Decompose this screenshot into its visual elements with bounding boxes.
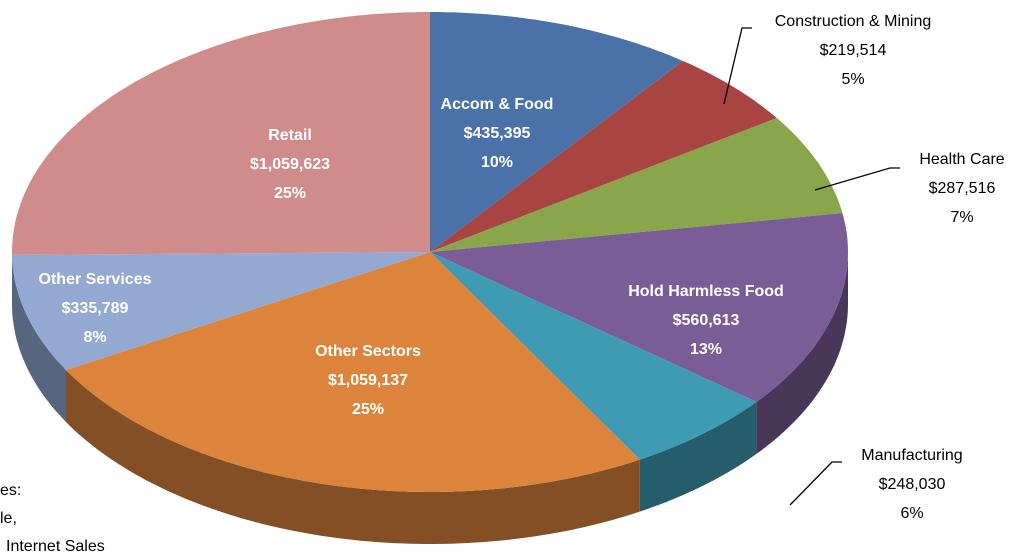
percent-label: 25% xyxy=(352,401,384,418)
value-label: $335,789 xyxy=(62,300,129,317)
value-label: $287,516 xyxy=(929,180,996,197)
percent-label: 25% xyxy=(274,185,306,202)
slice xyxy=(430,118,843,252)
value-label: $1,059,137 xyxy=(328,372,408,389)
slice xyxy=(66,252,640,492)
leader-line xyxy=(723,27,752,105)
percent-label: 5% xyxy=(841,71,864,88)
slice xyxy=(430,252,757,460)
category-label: Other Services xyxy=(39,271,152,288)
category-label: Health Care xyxy=(919,151,1004,168)
value-label: $560,613 xyxy=(673,312,740,329)
value-label: $1,059,623 xyxy=(250,156,330,173)
percent-label: 6% xyxy=(900,505,923,522)
slice-side xyxy=(66,370,640,544)
slice xyxy=(430,12,684,252)
category-label: Other Sectors xyxy=(315,343,421,360)
slice xyxy=(12,12,430,255)
leader-line xyxy=(789,461,842,506)
annotation: es: xyxy=(0,482,21,499)
category-label: Construction & Mining xyxy=(775,13,932,30)
value-label: $248,030 xyxy=(879,476,946,493)
slice-side xyxy=(639,401,757,512)
category-label: Retail xyxy=(268,127,312,144)
percent-label: 8% xyxy=(83,329,106,346)
slice xyxy=(430,61,777,252)
value-label: $219,514 xyxy=(820,42,887,59)
category-label: Accom & Food xyxy=(441,96,554,113)
slice-side xyxy=(12,254,66,422)
slice xyxy=(430,213,848,402)
slice-side xyxy=(756,252,848,454)
percent-label: 7% xyxy=(950,209,973,226)
category-label: Manufacturing xyxy=(861,447,962,464)
value-label: $435,395 xyxy=(464,125,531,142)
category-label: Hold Harmless Food xyxy=(628,283,784,300)
annotation: le, xyxy=(0,510,17,527)
annotation: Internet Sales xyxy=(6,538,105,555)
slice xyxy=(12,252,430,370)
leader-line xyxy=(814,167,900,191)
percent-label: 13% xyxy=(690,341,722,358)
percent-label: 10% xyxy=(481,154,513,171)
